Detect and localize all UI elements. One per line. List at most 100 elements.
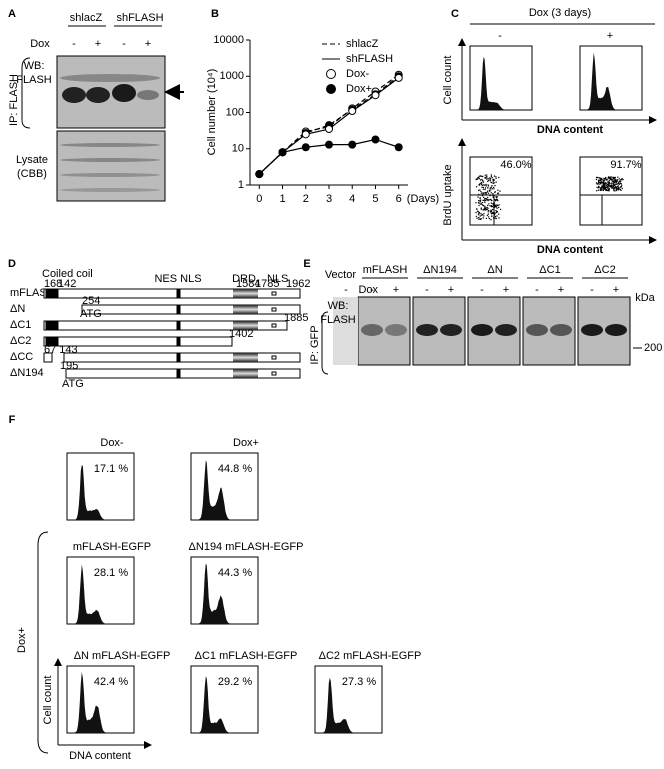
cell-dot xyxy=(607,185,609,187)
percent-label: 27.3 % xyxy=(342,676,376,688)
percent-label: 17.1 % xyxy=(94,463,128,475)
cell-dot xyxy=(485,208,487,210)
cell-dot xyxy=(483,196,485,199)
position-label: 1962 xyxy=(286,278,310,290)
cell-dot xyxy=(605,182,607,184)
histogram xyxy=(69,465,128,520)
band xyxy=(416,324,438,336)
band xyxy=(60,143,160,147)
cell-dot xyxy=(614,177,616,179)
cell-dot xyxy=(619,188,622,191)
bracket xyxy=(321,311,329,375)
position-label: 195 xyxy=(60,360,78,372)
cell-dot xyxy=(597,182,599,184)
cell-dot xyxy=(476,208,478,210)
nls-motif xyxy=(271,371,277,376)
cell-dot xyxy=(598,179,600,181)
cell-dot xyxy=(603,186,606,188)
cell-dot xyxy=(599,187,601,189)
construct-bar xyxy=(43,336,233,347)
data-point xyxy=(325,125,333,134)
dox-label: Dox xyxy=(358,284,378,296)
construct-name: ΔCC xyxy=(10,351,33,363)
cell-dot xyxy=(478,216,480,219)
cell-dot xyxy=(497,199,499,202)
cell-dot xyxy=(495,176,497,178)
cell-dot xyxy=(480,190,482,193)
cell-dot xyxy=(482,175,484,178)
lysate-label: (CBB) xyxy=(17,168,47,180)
y-tick-label: 10 xyxy=(232,143,244,155)
cell-dot xyxy=(477,214,480,216)
cell-dot xyxy=(599,180,601,182)
cell-dot xyxy=(487,180,489,183)
cell-dot xyxy=(487,192,490,194)
side-label: Dox+ xyxy=(16,627,28,653)
cell-dot xyxy=(487,185,490,187)
cell-dot xyxy=(484,197,486,200)
cell-dot xyxy=(498,176,500,179)
position-label: 1785 xyxy=(255,278,279,290)
cell-dot xyxy=(491,185,493,187)
y-axis-title: Cell count xyxy=(42,676,54,725)
cell-dot xyxy=(484,188,486,191)
x-axis-title: DNA content xyxy=(537,124,604,136)
cell-dot xyxy=(613,187,615,190)
cell-dot xyxy=(480,208,482,210)
cell-dot xyxy=(602,189,604,192)
percent-label: 46.0% xyxy=(500,159,531,171)
cell-dot xyxy=(478,184,480,186)
cell-dot xyxy=(492,179,494,181)
dox-sign: - xyxy=(498,30,502,42)
data-point xyxy=(348,140,357,149)
cell-dot xyxy=(621,177,623,180)
cell-dot xyxy=(488,217,491,220)
construct-name: ΔN xyxy=(10,303,25,315)
dox-sign: - xyxy=(590,284,594,296)
cell-dot xyxy=(613,189,615,191)
cell-dot xyxy=(482,204,484,207)
cell-dot xyxy=(498,204,500,206)
panel-label: B xyxy=(211,8,219,20)
cell-dot xyxy=(486,214,489,217)
cell-dot xyxy=(490,205,493,207)
cell-dot xyxy=(490,209,492,211)
cell-dot xyxy=(485,217,488,220)
construct-bar xyxy=(43,288,301,299)
cell-dot xyxy=(475,186,478,188)
histogram-frame xyxy=(469,45,533,111)
construct-name: ΔC2 xyxy=(10,335,31,347)
drd-domain xyxy=(233,305,258,314)
dox-sign: + xyxy=(558,284,564,296)
cell-dot xyxy=(475,202,477,204)
cell-dot xyxy=(494,184,496,187)
cell-dot xyxy=(597,181,600,183)
cell-dot xyxy=(482,199,484,202)
cell-dot xyxy=(498,213,500,215)
cell-dot xyxy=(597,187,600,189)
cell-dot xyxy=(607,180,609,183)
cell-dot xyxy=(482,179,484,182)
cell-dot xyxy=(482,209,484,211)
cell-dot xyxy=(489,205,491,207)
plot-title: ΔN194 mFLASH-EGFP xyxy=(189,541,304,553)
cell-dot xyxy=(613,184,615,186)
cell-dot xyxy=(490,186,493,188)
cell-dot xyxy=(495,204,497,206)
cell-dot xyxy=(484,205,486,208)
x-tick-label: 2 xyxy=(303,193,309,205)
cell-dot xyxy=(599,177,601,179)
cell-dot xyxy=(486,174,488,176)
cell-dot xyxy=(496,204,499,206)
cell-dot xyxy=(483,213,485,215)
y-tick-label: 1000 xyxy=(220,70,244,82)
plot-title: Dox- xyxy=(100,437,124,449)
dox-sign: - xyxy=(480,284,484,296)
nes-motif xyxy=(176,289,181,298)
cell-dot xyxy=(495,209,497,212)
histogram-frame xyxy=(314,665,383,734)
cell-dot xyxy=(480,202,482,204)
cell-dot xyxy=(480,218,482,220)
band xyxy=(86,87,110,103)
cell-dot xyxy=(487,213,490,215)
